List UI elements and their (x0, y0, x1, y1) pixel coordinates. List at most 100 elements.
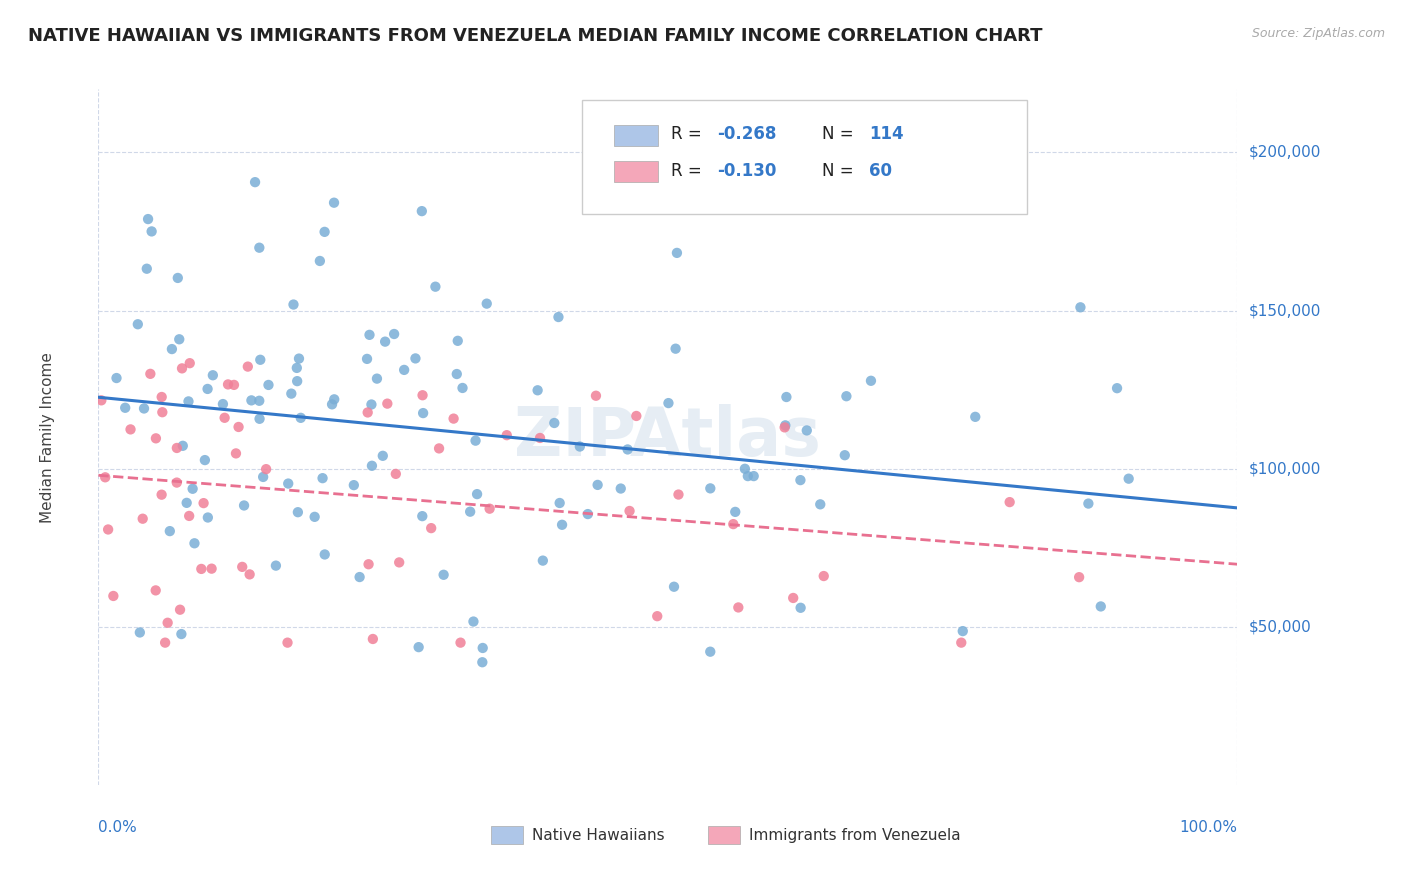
Point (548, 496, 571, 510)
Text: ZIPAtlas: ZIPAtlas (515, 404, 821, 470)
Point (264, 558, 287, 573)
Point (150, 390, 173, 404)
Point (311, 471, 333, 485)
Point (356, 351, 378, 366)
Point (446, 367, 468, 381)
Text: 0.0%: 0.0% (98, 820, 138, 835)
Point (156, 615, 179, 630)
Text: Native Hawaiians: Native Hawaiians (533, 828, 665, 843)
Text: Median Family Income: Median Family Income (39, 351, 55, 523)
Point (834, 448, 856, 462)
Point (193, 496, 215, 510)
Text: N =: N = (821, 161, 859, 179)
Point (183, 536, 205, 550)
Point (249, 352, 271, 367)
Point (1069, 570, 1091, 584)
Point (167, 332, 190, 346)
Point (349, 570, 371, 584)
Point (775, 390, 797, 404)
Point (742, 469, 765, 483)
Point (201, 562, 224, 576)
Point (433, 567, 456, 582)
Text: Immigrants from Venezuela: Immigrants from Venezuela (749, 828, 960, 843)
Point (796, 424, 818, 438)
Point (478, 501, 501, 516)
Text: -0.268: -0.268 (717, 126, 776, 144)
Text: $100,000: $100,000 (1249, 461, 1322, 476)
Point (243, 175, 266, 189)
Point (177, 394, 200, 409)
Point (239, 567, 262, 582)
Point (120, 422, 142, 436)
Point (464, 434, 486, 448)
FancyBboxPatch shape (707, 826, 740, 844)
Point (201, 368, 224, 383)
Point (551, 517, 574, 532)
Point (145, 431, 167, 445)
Point (1077, 497, 1099, 511)
Point (150, 405, 173, 419)
Point (782, 591, 804, 605)
Point (231, 560, 253, 574)
Text: $50,000: $50,000 (1249, 619, 1312, 634)
Point (737, 469, 759, 483)
Point (952, 624, 974, 639)
Point (610, 482, 633, 496)
Point (619, 504, 641, 518)
Point (277, 476, 299, 491)
Point (153, 635, 176, 649)
Point (236, 359, 259, 374)
Point (616, 442, 638, 457)
Point (734, 462, 756, 476)
Point (254, 462, 277, 476)
Point (94, 470, 117, 484)
Point (114, 401, 136, 415)
Point (789, 473, 811, 487)
Point (1069, 301, 1091, 315)
Text: $200,000: $200,000 (1249, 145, 1322, 160)
Point (252, 470, 274, 484)
Point (789, 600, 811, 615)
Point (323, 392, 346, 407)
Point (214, 410, 236, 425)
Point (471, 640, 494, 655)
Point (225, 446, 247, 460)
Point (276, 635, 298, 649)
Point (388, 555, 411, 569)
Point (166, 441, 188, 455)
Text: Source: ZipAtlas.com: Source: ZipAtlas.com (1251, 27, 1385, 40)
FancyBboxPatch shape (491, 826, 523, 844)
Point (197, 382, 219, 396)
Point (285, 374, 308, 388)
Point (357, 405, 380, 419)
Point (412, 388, 434, 402)
Point (392, 363, 415, 377)
Point (458, 505, 481, 519)
Point (228, 420, 250, 434)
Point (699, 481, 721, 495)
Text: 60: 60 (869, 161, 893, 179)
Point (808, 497, 831, 511)
Point (463, 615, 485, 629)
Point (257, 378, 280, 392)
Point (285, 360, 308, 375)
Point (160, 342, 183, 356)
Point (323, 195, 346, 210)
Point (135, 261, 157, 276)
Point (166, 475, 188, 490)
Point (181, 482, 204, 496)
Point (103, 589, 125, 603)
Point (443, 411, 465, 425)
Point (145, 583, 167, 598)
Point (361, 458, 384, 473)
Point (385, 467, 408, 481)
Point (411, 509, 433, 524)
Text: N =: N = (821, 126, 859, 144)
Point (150, 488, 173, 502)
Point (447, 334, 470, 348)
Point (194, 453, 217, 467)
Point (190, 562, 212, 576)
Point (309, 254, 332, 268)
Point (645, 609, 668, 624)
Point (495, 428, 517, 442)
